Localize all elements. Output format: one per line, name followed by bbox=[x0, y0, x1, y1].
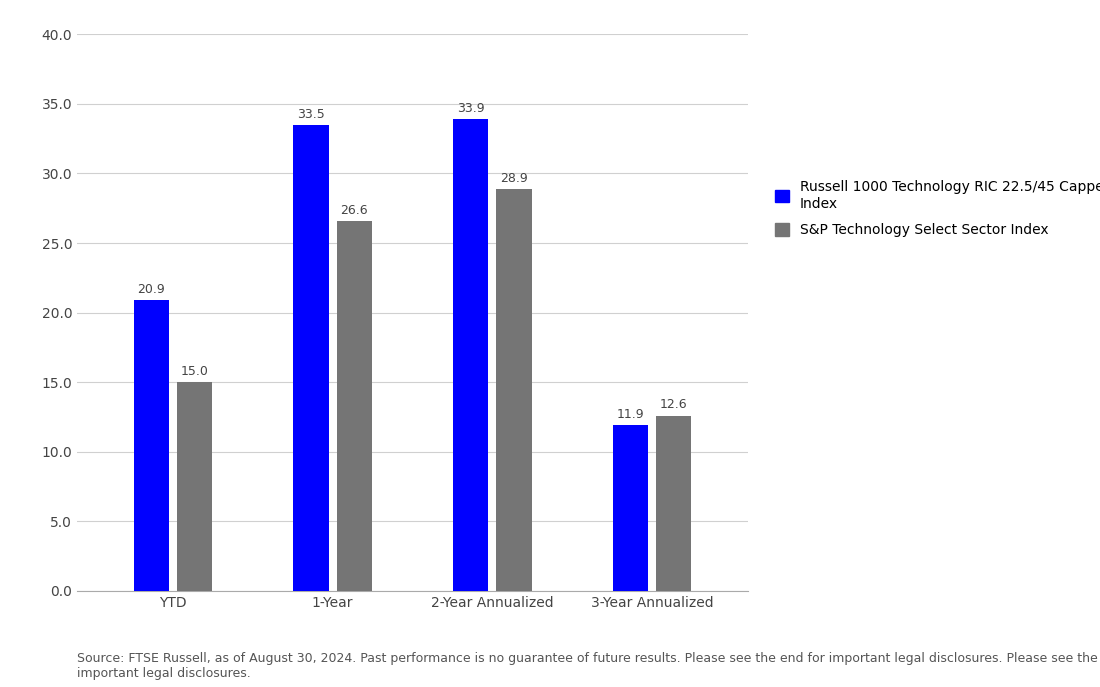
Text: 12.6: 12.6 bbox=[660, 398, 688, 412]
Text: 33.9: 33.9 bbox=[456, 102, 485, 115]
Bar bbox=[294, 125, 329, 591]
Text: 15.0: 15.0 bbox=[180, 365, 208, 378]
Legend: Russell 1000 Technology RIC 22.5/45 Capped
Index, S&P Technology Select Sector I: Russell 1000 Technology RIC 22.5/45 Capp… bbox=[776, 181, 1100, 237]
Bar bbox=[496, 189, 531, 591]
Bar bbox=[134, 300, 169, 591]
Bar bbox=[177, 382, 212, 591]
Text: 33.5: 33.5 bbox=[297, 108, 324, 121]
Text: 26.6: 26.6 bbox=[340, 203, 368, 216]
Bar bbox=[337, 221, 372, 591]
Text: 28.9: 28.9 bbox=[500, 172, 528, 185]
Text: Source: FTSE Russell, as of August 30, 2024. Past performance is no guarantee of: Source: FTSE Russell, as of August 30, 2… bbox=[77, 652, 1100, 680]
Text: 20.9: 20.9 bbox=[138, 283, 165, 296]
Text: 11.9: 11.9 bbox=[617, 408, 645, 421]
Bar bbox=[453, 120, 488, 591]
Bar bbox=[613, 425, 648, 591]
Bar bbox=[656, 416, 691, 591]
